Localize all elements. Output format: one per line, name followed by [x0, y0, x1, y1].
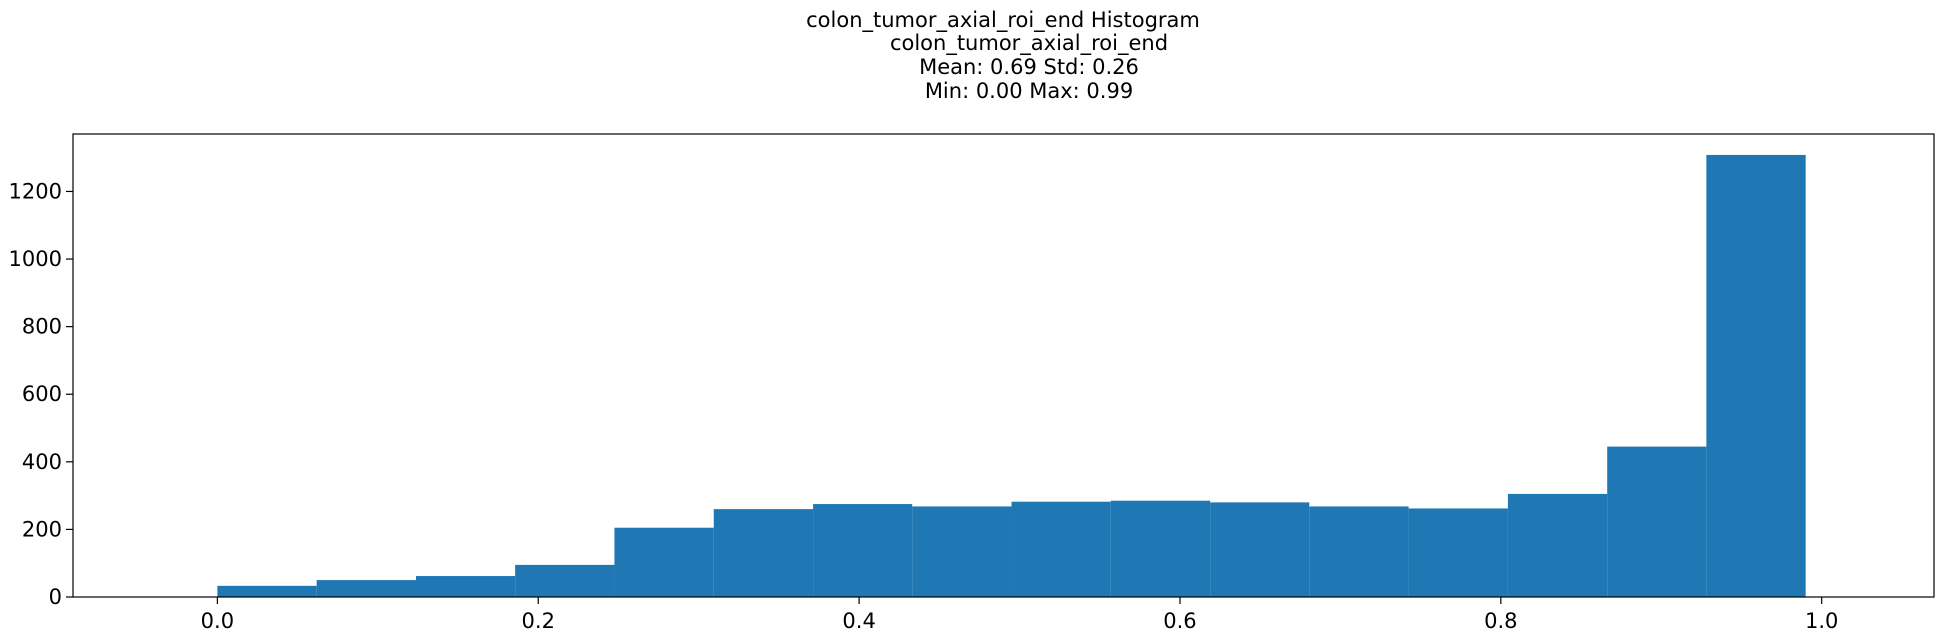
y-tick-label: 600 — [22, 382, 62, 406]
histogram-bar — [912, 506, 1012, 597]
x-tick-label: 1.0 — [1805, 609, 1838, 633]
title-line-4: Min: 0.00 Max: 0.99 — [925, 79, 1133, 103]
histogram-bar — [515, 564, 615, 597]
y-tick-label: 1200 — [9, 179, 62, 203]
histogram-bar — [713, 509, 814, 597]
x-axis-ticks: 0.0 0.2 0.4 0.6 0.8 1.0 — [201, 597, 1838, 633]
x-tick-label: 0.6 — [1163, 609, 1196, 633]
histogram-bar — [1706, 154, 1806, 597]
histogram-bar — [1408, 508, 1508, 597]
x-tick-label: 0.4 — [842, 609, 875, 633]
histogram-bar — [316, 580, 416, 597]
title-line-3: Mean: 0.69 Std: 0.26 — [919, 55, 1139, 79]
x-tick-label: 0.8 — [1484, 609, 1517, 633]
histogram-bar — [813, 504, 913, 597]
histogram-bar — [217, 585, 317, 597]
histogram-bar — [1011, 501, 1111, 597]
x-tick-label: 0.0 — [201, 609, 234, 633]
x-tick-label: 0.2 — [522, 609, 555, 633]
y-tick-label: 1000 — [9, 247, 62, 271]
title-line-1: colon_tumor_axial_roi_end Histogram — [806, 8, 1200, 33]
title-line-2: colon_tumor_axial_roi_end — [890, 31, 1168, 56]
y-tick-label: 400 — [22, 450, 62, 474]
histogram-bar — [416, 576, 516, 597]
histogram-bar — [1309, 506, 1409, 597]
histogram-bar — [1110, 500, 1211, 597]
histogram-bar — [1210, 502, 1310, 597]
histogram-bar — [1607, 446, 1707, 597]
bars-group — [217, 154, 1806, 597]
y-axis-ticks: 0 200 400 600 800 1000 1200 — [9, 179, 73, 609]
plot-frame — [72, 133, 1935, 598]
chart-title: colon_tumor_axial_roi_end Histogram colo… — [806, 8, 1200, 103]
y-tick-label: 800 — [22, 315, 62, 339]
histogram-bar — [614, 527, 714, 597]
y-tick-label: 200 — [22, 517, 62, 541]
y-tick-label: 0 — [49, 585, 62, 609]
histogram-bar — [1507, 493, 1608, 597]
